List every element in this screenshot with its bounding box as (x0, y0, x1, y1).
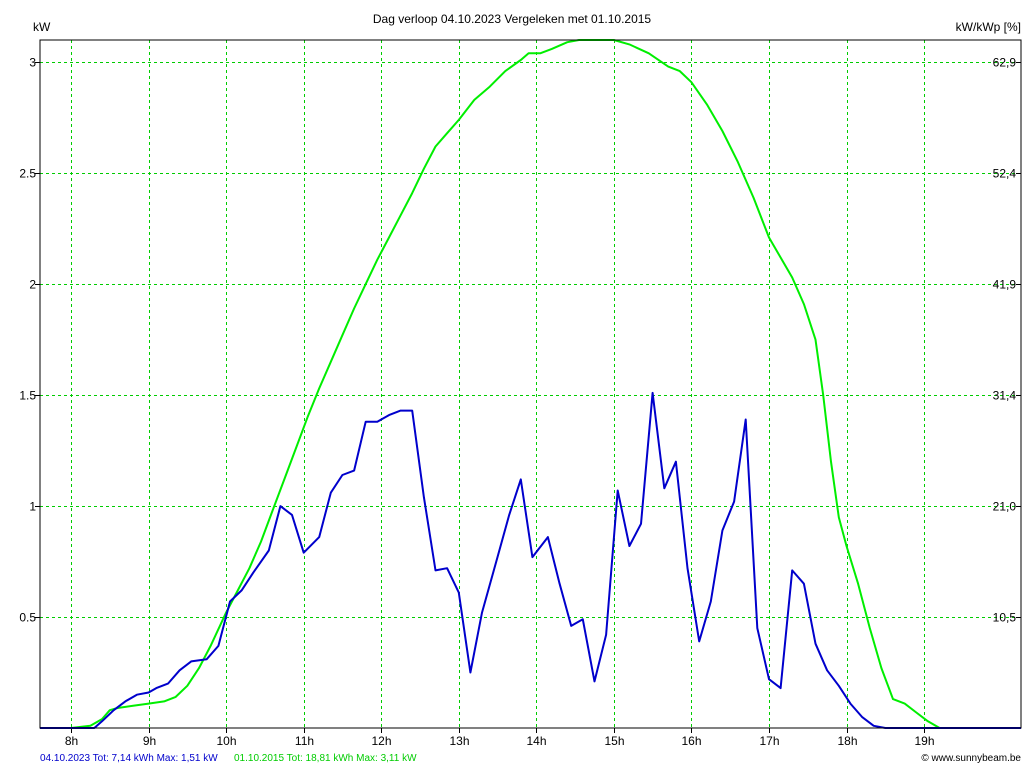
x-tick-label: 8h (65, 734, 78, 748)
x-tick-label: 17h (759, 734, 779, 748)
x-tick-label: 12h (371, 734, 391, 748)
y2-tick-label: 10,5 (993, 611, 1017, 625)
plot-series (40, 39, 1021, 729)
x-tick-label: 14h (526, 734, 546, 748)
chart-title: Dag verloop 04.10.2023 Vergeleken met 01… (373, 12, 652, 26)
left-axis-label: kW (33, 20, 51, 34)
y2-tick-label: 52,4 (993, 167, 1017, 181)
right-axis-label: kW/kWp [%] (956, 20, 1021, 34)
credit-text: © www.sunnybeam.be (921, 753, 1021, 764)
x-axis: 8h 9h 10h 11h 12h 13h 14h 15h 16h 17h 18h 19h (65, 728, 935, 748)
y-tick-label: 1.5 (19, 389, 36, 403)
y-tick-label: 1 (29, 500, 36, 514)
x-tick-label: 15h (604, 734, 624, 748)
x-tick-label: 13h (449, 734, 469, 748)
x-tick-label: 18h (837, 734, 857, 748)
series-line-04-10-2023 (40, 391, 1021, 729)
x-tick-label: 10h (216, 734, 236, 748)
plot-area-frame (39, 39, 1022, 729)
legend-series-2015: 01.10.2015 Tot: 18,81 kWh Max: 3,11 kW (234, 753, 417, 764)
grid (40, 40, 1021, 728)
x-tick-label: 9h (143, 734, 156, 748)
x-tick-label: 11h (295, 734, 314, 748)
y-tick-label: 2.5 (19, 167, 36, 181)
y2-tick-label: 41,9 (993, 278, 1017, 292)
y-axis-right: 10,5 21,0 31,4 41,9 52,4 62,9 (993, 56, 1021, 625)
y-tick-label: 0.5 (19, 611, 36, 625)
x-tick-label: 19h (914, 734, 934, 748)
legend-series-2023: 04.10.2023 Tot: 7,14 kWh Max: 1,51 kW (40, 753, 218, 764)
y2-tick-label: 31,4 (993, 389, 1017, 403)
y-tick-label: 2 (29, 278, 36, 292)
series-line-01-10-2015 (40, 39, 1021, 729)
y2-tick-label: 21,0 (993, 500, 1017, 514)
x-tick-label: 16h (681, 734, 701, 748)
y-tick-label: 3 (29, 56, 36, 70)
y-axis-left: 0.5 1 1.5 2 2.5 3 (19, 56, 40, 625)
y2-tick-label: 62,9 (993, 56, 1017, 70)
